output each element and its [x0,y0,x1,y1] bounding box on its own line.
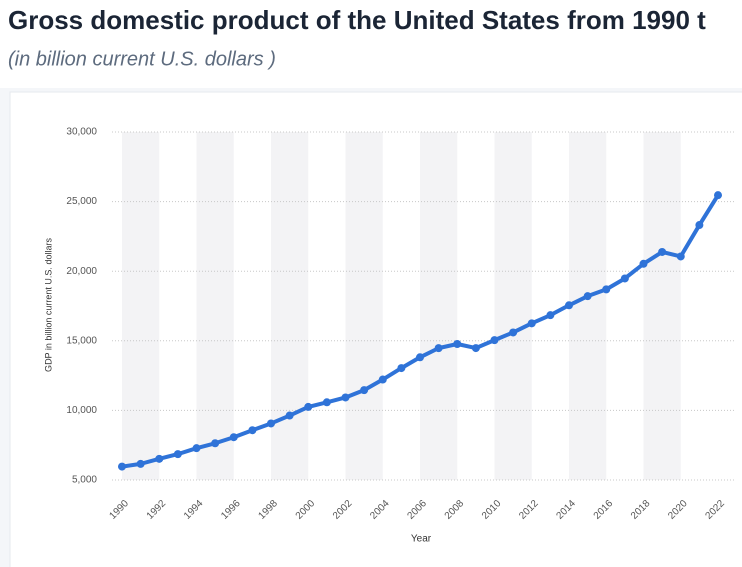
data-point [527,319,536,328]
data-point [378,375,387,384]
column-band [569,132,607,480]
data-point [676,252,685,261]
data-point [155,454,164,463]
data-point [192,444,201,453]
column-band [122,132,160,480]
y-tick-label: 30,000 [66,127,97,138]
data-point [416,353,424,362]
data-point [546,311,555,320]
y-axis-label: GDP in billion current U.S. dollars [43,238,53,372]
data-point [397,364,406,373]
data-point [602,285,611,294]
data-point [341,393,350,402]
data-point [434,344,443,353]
data-point [248,426,257,435]
column-band [271,132,309,480]
y-tick-label: 25,000 [66,196,97,207]
chart-subtitle: (in billion current U.S. dollars ) [8,48,276,70]
data-point [714,191,722,200]
column-band [420,132,458,480]
column-band [196,132,234,480]
data-point [453,340,462,349]
y-tick-label: 10,000 [66,405,97,416]
data-point [658,247,667,256]
data-point [620,274,629,283]
y-tick-label: 15,000 [66,335,97,346]
data-point [565,301,573,310]
data-point [490,336,499,345]
data-point [322,398,331,407]
x-axis-label: Year [411,534,432,545]
y-tick-label: 5,000 [72,475,97,486]
data-point [136,459,145,468]
column-band [345,132,383,480]
data-point [304,402,313,411]
data-point [229,433,238,442]
data-point [118,462,126,471]
data-point [509,328,518,337]
data-point [360,386,369,395]
y-tick-label: 20,000 [66,266,97,277]
data-point [695,221,704,230]
column-band [643,132,681,480]
data-point [173,450,182,459]
chart-title: Gross domestic product of the United Sta… [8,5,706,35]
data-point [583,292,592,301]
data-point [211,439,220,448]
data-point [639,259,648,268]
column-band [494,132,532,480]
header-bg [0,0,742,88]
data-point [471,344,480,353]
data-point [267,419,275,428]
data-point [285,411,294,420]
